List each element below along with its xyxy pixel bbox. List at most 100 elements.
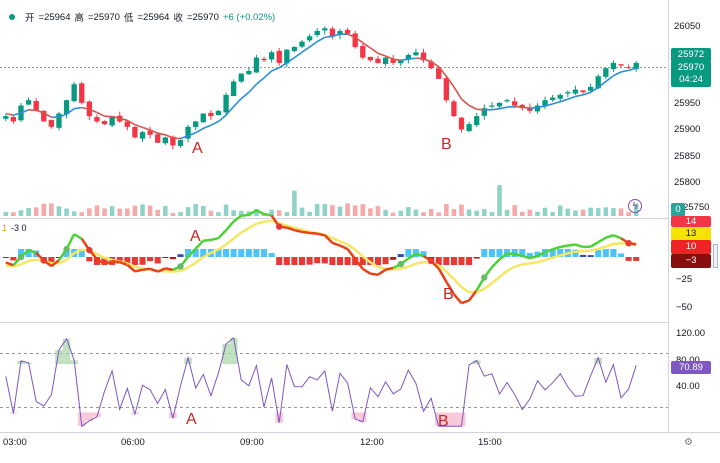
macd-histogram-bar [451, 257, 457, 265]
candle-body [345, 30, 350, 34]
macd-signal-segment [613, 243, 621, 244]
macd-signal-segment [332, 238, 340, 241]
volume-bar [452, 209, 457, 216]
macd-line-segment [302, 232, 310, 233]
volume-bar [315, 204, 320, 216]
volume-bar [497, 185, 502, 216]
volume-bar [360, 204, 365, 216]
macd-histogram-bar [603, 249, 609, 257]
macd-histogram-bar [474, 257, 480, 259]
annotation-b-price: B [441, 136, 452, 154]
macd-line-segment [143, 269, 151, 270]
volume-bar [436, 212, 441, 216]
macd-cross-dot [428, 258, 434, 264]
macd-signal-segment [537, 260, 545, 262]
macd-cross-dot [276, 223, 282, 229]
open-value: =25964 [39, 12, 71, 23]
ma-segment [264, 71, 272, 78]
volume-bar [474, 211, 479, 216]
macd-signal-segment [446, 271, 454, 279]
macd-histogram-bar [595, 250, 601, 257]
volume-bar [596, 208, 601, 216]
macd-line-segment [150, 269, 158, 272]
candle-body [307, 36, 312, 40]
macd-signal-segment [515, 264, 523, 266]
candle-body [375, 59, 380, 63]
volume-bar [398, 211, 403, 216]
ma-segment [507, 107, 515, 108]
candle-body [208, 113, 213, 116]
macd-histogram-bar [10, 257, 16, 260]
candle-body [3, 116, 8, 119]
macd-cross-dot [18, 254, 24, 260]
macd-line-segment [294, 230, 302, 232]
volume-bar [482, 209, 487, 216]
volume-bar [588, 208, 593, 216]
lightning-icon[interactable]: ϟ [628, 199, 642, 213]
status-dot-icon [9, 14, 15, 20]
macd-histogram-bar [170, 257, 176, 259]
macd-line-segment [606, 235, 614, 237]
macd-signal-segment [218, 244, 226, 249]
time-tick: 09:00 [240, 437, 264, 448]
volume-bars [4, 185, 639, 216]
macd-signal-segment [135, 267, 143, 269]
macd-histogram-bar [253, 249, 259, 257]
volume-bar [535, 212, 540, 216]
macd-histogram-bar [162, 257, 168, 258]
price-tick: 26050 [674, 21, 700, 32]
high-value: =25970 [88, 12, 120, 23]
macd-tick: −50 [676, 302, 692, 313]
open-label: 开 [25, 10, 35, 24]
ma-segment [560, 99, 568, 102]
macd-signal-segment [173, 271, 181, 272]
macd-histogram-bar [383, 257, 389, 264]
macd-signal-segment [492, 277, 500, 283]
candle-body [79, 83, 84, 103]
ma-segment [249, 84, 257, 92]
candle-body [292, 47, 297, 51]
macd-histogram-bar [3, 257, 9, 258]
volume-bar [49, 203, 54, 216]
volume-bar [406, 207, 411, 216]
close-label: 收 [173, 10, 183, 24]
macd-histogram-bar [345, 257, 351, 265]
rsi-oversold-fill [450, 412, 458, 426]
macd-signal-segment [21, 261, 29, 264]
macd-signal-segment [256, 222, 264, 224]
candle-body [178, 140, 183, 146]
ma-segment [325, 36, 333, 37]
time-tick: 03:00 [3, 437, 27, 448]
volume-bar [566, 209, 571, 216]
volume-bar [140, 204, 145, 216]
annotation-a-macd: A [190, 228, 201, 246]
candle-body [573, 90, 578, 94]
ma-segment [135, 125, 143, 128]
pane-resize-handle[interactable] [713, 244, 718, 268]
volume-bar [512, 205, 517, 216]
volume-bar [216, 212, 221, 216]
candle-body [216, 111, 221, 115]
macd-line-segment [74, 234, 82, 239]
volume-bar [626, 212, 631, 216]
volume-bar [345, 203, 350, 216]
time-tick: 12:00 [360, 437, 384, 448]
close-value: =25970 [187, 12, 219, 23]
gear-icon[interactable]: ⚙ [684, 437, 693, 448]
volume-bar [102, 208, 107, 216]
volume-bar [117, 209, 122, 216]
price-tick: 25950 [674, 98, 700, 109]
rsi-indicator [6, 338, 636, 426]
volume-bar [307, 212, 312, 216]
volume-bar [148, 206, 153, 216]
volume-bar [209, 211, 214, 216]
ma-segment [515, 107, 523, 108]
candle-body [383, 58, 388, 64]
macd-histogram-bar [337, 257, 343, 265]
macd-line-segment [454, 294, 462, 303]
macd-signal-segment [249, 224, 257, 228]
ma-segment [454, 87, 462, 99]
low-value: =25964 [137, 12, 169, 23]
